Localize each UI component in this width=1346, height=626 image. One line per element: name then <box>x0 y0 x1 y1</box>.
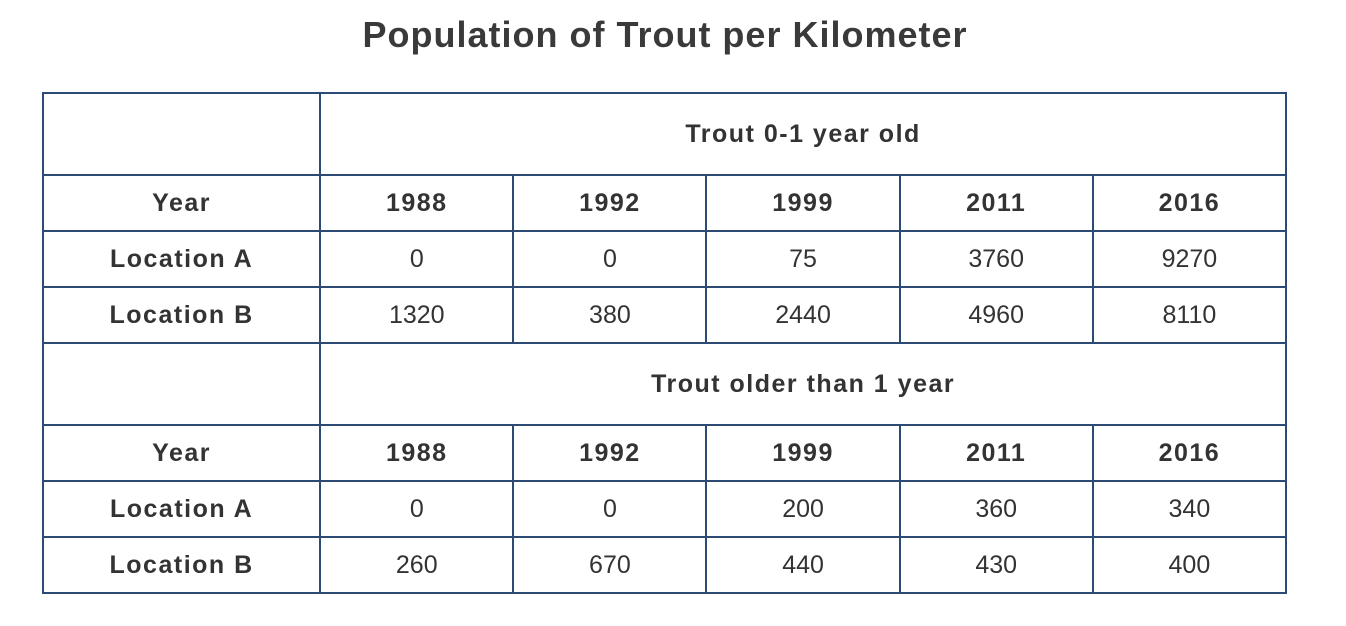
table-row: Location B 1320 380 2440 4960 8110 <box>41 286 1288 344</box>
trout-population-table: Trout 0-1 year old Year 1988 1992 1999 2… <box>41 92 1288 594</box>
year-row-label: Year <box>41 174 322 232</box>
value-cell: 380 <box>512 286 708 344</box>
year-column-header: 1999 <box>705 424 901 482</box>
year-column-header: 1988 <box>319 424 515 482</box>
year-column-header: 2016 <box>1091 424 1288 482</box>
value-cell: 2440 <box>705 286 901 344</box>
value-cell: 75 <box>705 230 901 288</box>
value-cell: 670 <box>512 536 708 594</box>
value-cell: 430 <box>898 536 1094 594</box>
table-title: Population of Trout per Kilometer <box>362 14 968 55</box>
value-cell: 440 <box>705 536 901 594</box>
value-cell: 9270 <box>1091 230 1288 288</box>
year-header-row: Year 1988 1992 1999 2011 2016 <box>41 424 1288 482</box>
value-cell: 360 <box>898 480 1094 538</box>
year-column-header: 2016 <box>1091 174 1288 232</box>
year-column-header: 1999 <box>705 174 901 232</box>
value-cell: 200 <box>705 480 901 538</box>
year-column-header: 2011 <box>898 424 1094 482</box>
value-cell: 8110 <box>1091 286 1288 344</box>
section-header-row: Trout 0-1 year old <box>41 92 1287 176</box>
empty-corner-cell <box>41 342 322 426</box>
empty-corner-cell <box>41 92 322 176</box>
value-cell: 0 <box>512 230 708 288</box>
value-cell: 3760 <box>898 230 1094 288</box>
value-cell: 4960 <box>898 286 1094 344</box>
location-label: Location B <box>41 536 322 594</box>
table-row: Location B 260 670 440 430 400 <box>41 536 1288 594</box>
value-cell: 260 <box>319 536 515 594</box>
location-label: Location B <box>41 286 322 344</box>
value-cell: 1320 <box>319 286 515 344</box>
table-row: Location A 0 0 200 360 340 <box>41 480 1288 538</box>
year-column-header: 1992 <box>512 424 708 482</box>
year-column-header: 1988 <box>319 174 515 232</box>
year-row-label: Year <box>41 424 322 482</box>
location-label: Location A <box>41 230 322 288</box>
value-cell: 340 <box>1091 480 1288 538</box>
year-column-header: 1992 <box>512 174 708 232</box>
value-cell: 400 <box>1091 536 1288 594</box>
value-cell: 0 <box>512 480 708 538</box>
section-label: Trout 0-1 year old <box>319 92 1287 176</box>
value-cell: 0 <box>319 480 515 538</box>
year-column-header: 2011 <box>898 174 1094 232</box>
section-header-row: Trout older than 1 year <box>41 342 1287 426</box>
value-cell: 0 <box>319 230 515 288</box>
section-label: Trout older than 1 year <box>319 342 1287 426</box>
year-header-row: Year 1988 1992 1999 2011 2016 <box>41 174 1288 232</box>
table-row: Location A 0 0 75 3760 9270 <box>41 230 1288 288</box>
location-label: Location A <box>41 480 322 538</box>
